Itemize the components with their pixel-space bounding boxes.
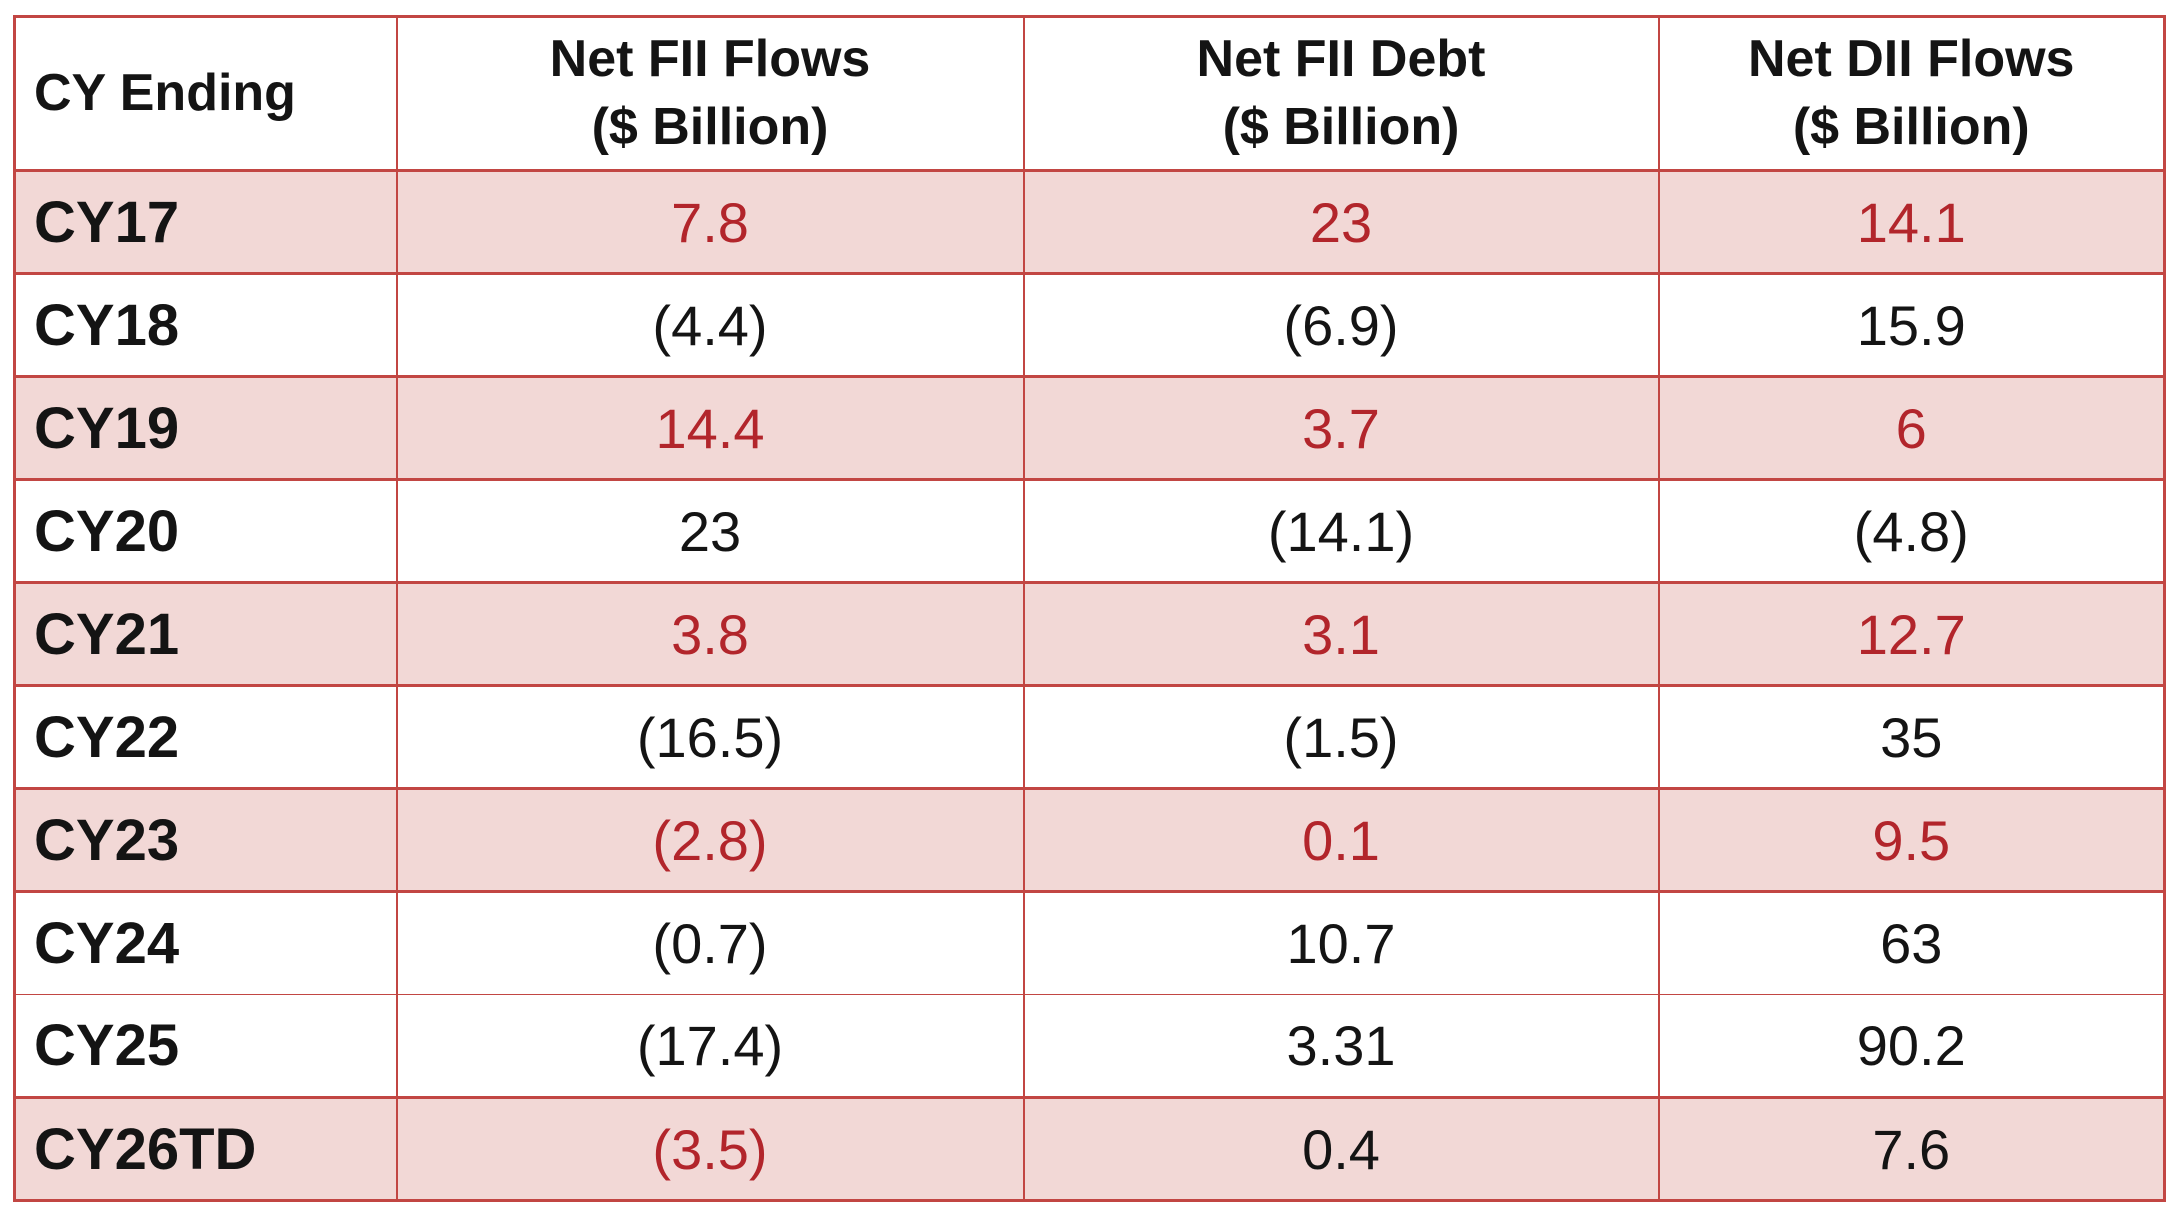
- row-label: CY20: [13, 479, 398, 583]
- table-body: CY17 7.8 23 14.1 CY18 (4.4) (6.9) 15.9 CY19 14.4 3…: [13, 169, 2166, 1202]
- value-cell: 23: [395, 479, 1025, 583]
- value-cell: 10.7: [1022, 891, 1660, 995]
- value-cell: 3.8: [395, 581, 1025, 687]
- value-cell: 90.2: [1657, 994, 2166, 1098]
- table-row: CY22 (16.5) (1.5) 35: [13, 685, 2166, 789]
- value-cell: (4.4): [395, 273, 1025, 377]
- table-row: CY19 14.4 3.7 6: [13, 375, 2166, 481]
- value-cell: 63: [1657, 891, 2166, 995]
- value-cell: 0.1: [1022, 787, 1660, 893]
- column-subtitle: ($ Billion): [1792, 97, 2030, 156]
- value-cell: 3.7: [1022, 375, 1660, 481]
- value-cell: 15.9: [1657, 273, 2166, 377]
- row-label: CY25: [13, 994, 398, 1098]
- column-header-net-dii-flows: Net DII Flows ($ Billion): [1657, 16, 2166, 172]
- column-header-net-fii-debt: Net FII Debt ($ Billion): [1022, 16, 1660, 172]
- table-row: CY18 (4.4) (6.9) 15.9: [13, 273, 2166, 377]
- value-cell: (3.5): [395, 1096, 1025, 1202]
- table-row: CY21 3.8 3.1 12.7: [13, 581, 2166, 687]
- value-cell: 12.7: [1657, 581, 2166, 687]
- table-row: CY24 (0.7) 10.7 63: [13, 891, 2166, 995]
- header-row: CY Ending Net FII Flows ($ Billion) Net …: [13, 16, 2166, 172]
- column-header-cy-ending: CY Ending: [13, 16, 398, 172]
- value-cell: 23: [1022, 169, 1660, 275]
- fii-dii-flows-table: CY Ending Net FII Flows ($ Billion) Net …: [13, 15, 2166, 1202]
- value-cell: (1.5): [1022, 685, 1660, 789]
- value-cell: (14.1): [1022, 479, 1660, 583]
- row-label: CY21: [13, 581, 398, 687]
- column-title: CY Ending: [34, 63, 296, 122]
- table-row: CY17 7.8 23 14.1: [13, 169, 2166, 275]
- value-cell: 14.4: [395, 375, 1025, 481]
- column-subtitle: ($ Billion): [1222, 97, 1460, 156]
- row-label: CY18: [13, 273, 398, 377]
- value-cell: 7.6: [1657, 1096, 2166, 1202]
- row-label: CY17: [13, 169, 398, 275]
- value-cell: 9.5: [1657, 787, 2166, 893]
- value-cell: 3.1: [1022, 581, 1660, 687]
- value-cell: 6: [1657, 375, 2166, 481]
- table-row: CY23 (2.8) 0.1 9.5: [13, 787, 2166, 893]
- row-label: CY23: [13, 787, 398, 893]
- value-cell: 0.4: [1022, 1096, 1660, 1202]
- column-title: Net FII Flows: [549, 29, 871, 88]
- column-header-net-fii-flows: Net FII Flows ($ Billion): [395, 16, 1025, 172]
- row-label: CY26TD: [13, 1096, 398, 1202]
- value-cell: (16.5): [395, 685, 1025, 789]
- value-cell: 35: [1657, 685, 2166, 789]
- value-cell: 14.1: [1657, 169, 2166, 275]
- value-cell: (0.7): [395, 891, 1025, 995]
- table-row: CY25 (17.4) 3.31 90.2: [13, 994, 2166, 1098]
- value-cell: (6.9): [1022, 273, 1660, 377]
- table-row: CY26TD (3.5) 0.4 7.6: [13, 1096, 2166, 1202]
- value-cell: 3.31: [1022, 994, 1660, 1098]
- column-title: Net FII Debt: [1196, 29, 1486, 88]
- row-label: CY22: [13, 685, 398, 789]
- row-label: CY19: [13, 375, 398, 481]
- row-label: CY24: [13, 891, 398, 995]
- table-row: CY20 23 (14.1) (4.8): [13, 479, 2166, 583]
- column-title: Net DII Flows: [1748, 29, 2075, 88]
- value-cell: 7.8: [395, 169, 1025, 275]
- value-cell: (2.8): [395, 787, 1025, 893]
- column-subtitle: ($ Billion): [591, 97, 829, 156]
- value-cell: (17.4): [395, 994, 1025, 1098]
- value-cell: (4.8): [1657, 479, 2166, 583]
